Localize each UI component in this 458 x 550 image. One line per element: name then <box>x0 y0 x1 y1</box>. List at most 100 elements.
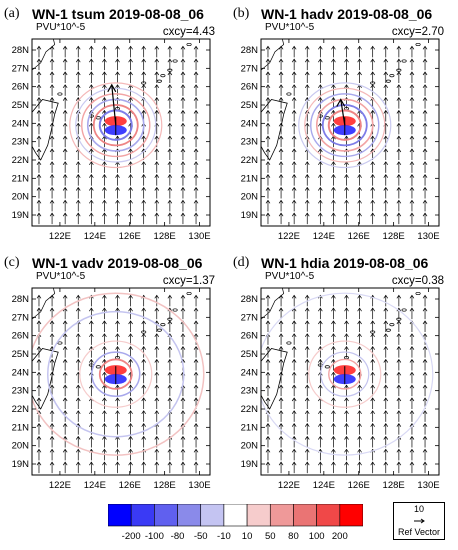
coastline-taiwan <box>261 348 288 410</box>
island <box>186 42 192 47</box>
x-tick-label: 124E <box>84 480 106 491</box>
motion-arrow <box>340 99 346 126</box>
island <box>286 92 292 96</box>
y-tick-label: 28N <box>241 45 259 56</box>
ref-vector-value: 10 <box>413 504 424 514</box>
y-tick-label: 26N <box>12 82 30 93</box>
colorbar-swatch <box>154 503 178 527</box>
map-plot: 122E 124E 126E 128E 130E 28N 27N 26N 25N 24N 23N 22… <box>12 38 211 242</box>
x-tick-label: 122E <box>49 231 71 242</box>
panel-unit: PVU*10^-5 <box>265 271 315 282</box>
y-tick-label: 20N <box>241 192 259 203</box>
island <box>389 323 395 327</box>
x-tick-label: 122E <box>278 480 300 491</box>
island <box>95 116 101 120</box>
panel-unit: PVU*10^-5 <box>36 271 86 282</box>
colorbar-label: 50 <box>265 531 276 542</box>
ref-vector-arrow-icon <box>414 518 425 524</box>
wind-vectors <box>36 294 199 474</box>
y-tick-label: 26N <box>241 331 259 342</box>
x-tick-label: 122E <box>278 231 300 242</box>
x-tick-label: 130E <box>188 231 210 242</box>
map-plot: 122E 124E 126E 128E 130E 28N 27N 26N 25N 24N 23N 22… <box>241 287 440 491</box>
y-tick-label: 24N <box>12 118 30 129</box>
y-tick-label: 24N <box>241 118 259 129</box>
colorbar-swatch <box>293 503 317 527</box>
coastline-mainland <box>261 39 285 71</box>
island <box>172 59 178 63</box>
island <box>385 328 391 332</box>
x-tick-label: 124E <box>313 231 335 242</box>
colorbar-label: -10 <box>217 531 231 542</box>
island <box>186 291 192 296</box>
colorbar-label: 200 <box>332 531 348 542</box>
y-tick-label: 22N <box>241 404 259 415</box>
colorbar-label: -100 <box>145 531 164 542</box>
x-tick-label: 126E <box>348 231 370 242</box>
y-tick-label: 26N <box>241 82 259 93</box>
plot-frame <box>260 287 440 476</box>
y-tick-label: 25N <box>241 100 259 111</box>
colorbar-swatch <box>177 503 202 527</box>
y-tick-label: 19N <box>241 210 259 221</box>
colorbar-label: -200 <box>122 531 141 542</box>
plot-frame <box>31 38 211 227</box>
y-tick-label: 27N <box>12 312 30 323</box>
y-tick-label: 22N <box>12 404 30 415</box>
plot-frame <box>31 287 211 476</box>
island <box>95 365 101 369</box>
x-tick-label: 124E <box>313 480 335 491</box>
y-tick-label: 25N <box>12 100 30 111</box>
colorbar-svg: -200 -100 -80 -50 -10 10 50 80 100 200 <box>107 503 364 542</box>
panel-label: (a) <box>4 6 20 21</box>
x-tick-label: 126E <box>119 231 141 242</box>
coastline-mainland <box>32 288 56 320</box>
y-tick-label: 28N <box>12 294 30 305</box>
y-tick-label: 21N <box>241 422 259 433</box>
y-tick-label: 21N <box>241 173 259 184</box>
y-tick-label: 23N <box>241 386 259 397</box>
y-tick-label: 27N <box>241 312 259 323</box>
y-tick-label: 20N <box>12 441 30 452</box>
wind-vectors <box>36 45 199 225</box>
y-tick-label: 25N <box>12 349 30 360</box>
x-tick-label: 130E <box>188 480 210 491</box>
coastline-mainland <box>261 288 285 320</box>
panel-label: (c) <box>4 255 20 270</box>
y-tick-label: 28N <box>241 294 259 305</box>
panel-unit: PVU*10^-5 <box>265 22 315 33</box>
x-tick-label: 128E <box>383 231 405 242</box>
pv-rings <box>298 82 392 169</box>
colorbar-label: 80 <box>288 531 299 542</box>
pv-rings <box>32 292 205 456</box>
island <box>160 74 166 78</box>
island <box>401 308 407 312</box>
island <box>324 365 330 369</box>
ref-vector-label: Ref Vector <box>397 527 441 537</box>
pv-rings <box>261 292 434 456</box>
panel-1: (a) WN-1 tsum 2019-08-08_06 PVU*10^-5 cxcy=… <box>0 0 229 249</box>
x-tick-label: 128E <box>154 231 176 242</box>
panel-unit: PVU*10^-5 <box>36 22 86 33</box>
y-tick-label: 24N <box>12 367 30 378</box>
colorbar-swatch <box>316 503 341 527</box>
panel-3: (c) WN-1 vadv 2019-08-08_06 PVU*10^-5 cxcy=… <box>0 249 229 498</box>
colorbar: -200 -100 -80 -50 -10 10 50 80 100 200 <box>107 503 364 544</box>
x-tick-label: 126E <box>348 480 370 491</box>
island <box>57 341 63 345</box>
island <box>172 308 178 312</box>
panel-4: (d) WN-1 hdia 2019-08-08_06 PVU*10^-5 cxcy=… <box>229 249 458 498</box>
y-tick-label: 23N <box>241 137 259 148</box>
motion-arrow <box>111 84 117 126</box>
island <box>415 42 421 47</box>
coastline-taiwan <box>32 348 59 410</box>
y-tick-label: 20N <box>12 192 30 203</box>
map-plot: 122E 124E 126E 128E 130E 28N 27N 26N 25N 24N 23N 22… <box>241 38 440 242</box>
colorbar-swatch <box>339 503 364 527</box>
island <box>156 328 162 332</box>
y-tick-label: 19N <box>12 210 30 221</box>
coastline-mainland <box>32 39 56 71</box>
y-tick-label: 25N <box>241 349 259 360</box>
y-tick-label: 26N <box>12 331 30 342</box>
colorbar-label: -50 <box>194 531 208 542</box>
